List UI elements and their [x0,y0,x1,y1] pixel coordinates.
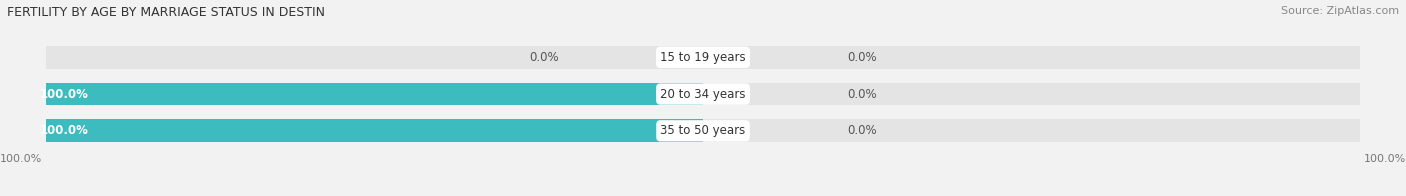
Text: 0.0%: 0.0% [848,124,877,137]
Text: 100.0%: 100.0% [1364,154,1406,164]
Text: FERTILITY BY AGE BY MARRIAGE STATUS IN DESTIN: FERTILITY BY AGE BY MARRIAGE STATUS IN D… [7,6,325,19]
Bar [46,83,703,105]
Text: 100.0%: 100.0% [39,124,89,137]
Text: 100.0%: 100.0% [39,88,89,101]
Bar [46,46,703,69]
Text: 35 to 50 years: 35 to 50 years [661,124,745,137]
Bar [46,119,703,142]
Bar [703,119,1360,142]
Text: 15 to 19 years: 15 to 19 years [661,51,745,64]
Text: Source: ZipAtlas.com: Source: ZipAtlas.com [1281,6,1399,16]
Text: 0.0%: 0.0% [848,51,877,64]
Bar [46,83,703,105]
Text: 20 to 34 years: 20 to 34 years [661,88,745,101]
Bar [703,46,1360,69]
Text: 0.0%: 0.0% [529,51,558,64]
Bar [46,119,703,142]
Text: 0.0%: 0.0% [848,88,877,101]
Bar [703,83,1360,105]
Text: 100.0%: 100.0% [0,154,42,164]
